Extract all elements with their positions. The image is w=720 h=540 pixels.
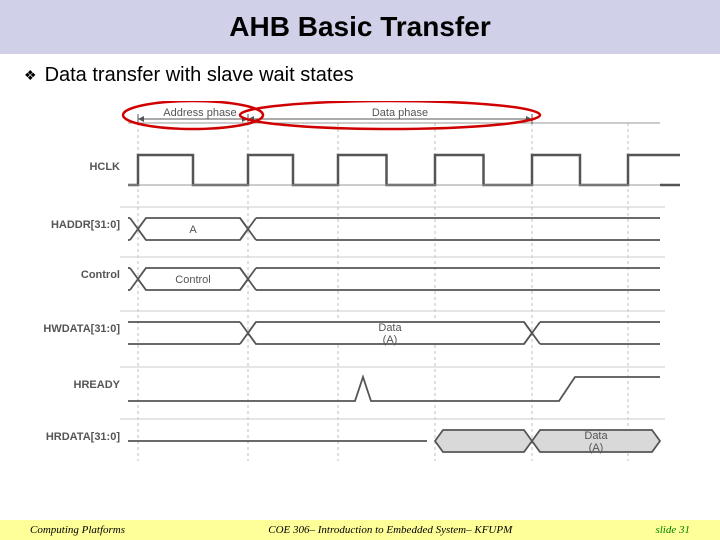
label-haddr: HADDR[31:0] xyxy=(40,219,126,231)
label-hclk: HCLK xyxy=(40,161,126,173)
timing-diagram: AControlData(A)Data(A) HCLK HADDR[31:0] … xyxy=(40,101,680,481)
timing-svg: AControlData(A)Data(A) xyxy=(40,101,680,481)
title-bar: AHB Basic Transfer xyxy=(0,0,720,54)
label-hrdata: HRDATA[31:0] xyxy=(40,431,126,443)
footer-center: COE 306– Introduction to Embedded System… xyxy=(268,524,512,536)
footer-right: slide 31 xyxy=(655,524,690,536)
content-area: ❖ Data transfer with slave wait states A… xyxy=(0,54,720,481)
footer-left: Computing Platforms xyxy=(30,524,125,536)
phase-address-label: Address phase xyxy=(160,107,240,119)
bullet-row: ❖ Data transfer with slave wait states xyxy=(24,64,696,87)
label-control: Control xyxy=(40,269,126,281)
footer-bar: Computing Platforms COE 306– Introductio… xyxy=(0,520,720,540)
bullet-text: Data transfer with slave wait states xyxy=(45,64,354,87)
page-title: AHB Basic Transfer xyxy=(229,11,490,43)
svg-text:Control: Control xyxy=(175,274,210,286)
svg-text:A: A xyxy=(189,224,197,236)
phase-data-label: Data phase xyxy=(360,107,440,119)
label-hready: HREADY xyxy=(40,379,126,391)
label-hwdata: HWDATA[31:0] xyxy=(40,323,126,335)
diamond-bullet-icon: ❖ xyxy=(24,67,37,84)
